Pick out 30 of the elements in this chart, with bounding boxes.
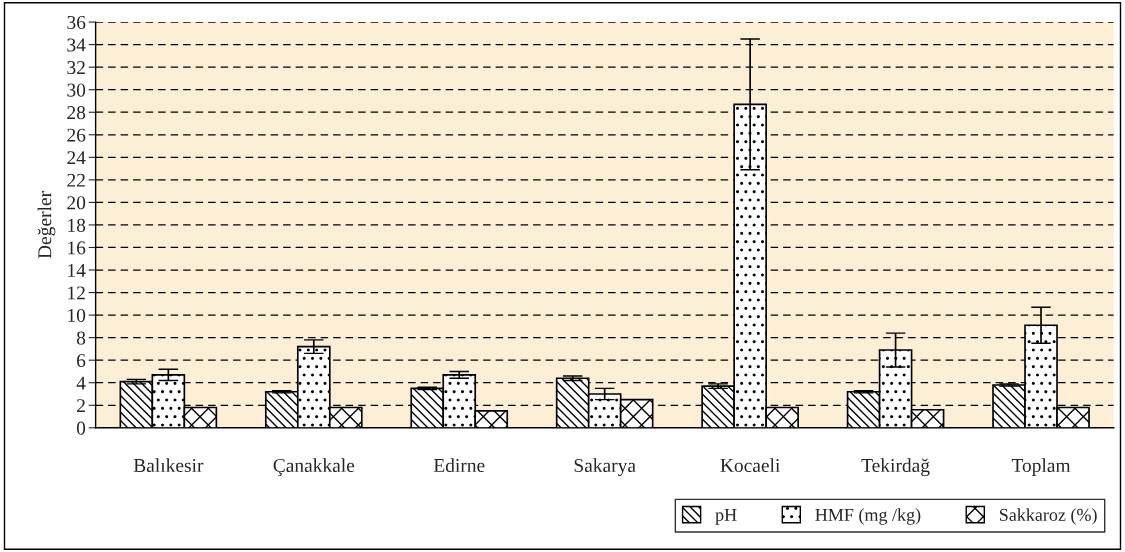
y-tick-label: 16 bbox=[68, 241, 86, 255]
y-tick-label: 4 bbox=[76, 376, 86, 390]
legend-label: Sakkaroz (%) bbox=[999, 508, 1097, 525]
y-tick-label: 14 bbox=[68, 263, 86, 277]
y-tick-label: 22 bbox=[67, 173, 85, 187]
y-tick-label: 2 bbox=[77, 399, 85, 413]
y-tick-label: 24 bbox=[67, 151, 86, 165]
x-tick-label: Balıkesir bbox=[133, 458, 204, 473]
y-tick-label: 34 bbox=[67, 38, 86, 52]
x-tick-label: Sakarya bbox=[574, 458, 636, 477]
y-tick-label: 32 bbox=[67, 61, 85, 75]
y-tick-label: 30 bbox=[67, 83, 86, 97]
x-tick-label: Kocaeli bbox=[720, 458, 780, 473]
y-tick-label: 12 bbox=[68, 286, 85, 300]
y-tick-label: 8 bbox=[76, 331, 86, 345]
legend-label: pH bbox=[715, 508, 737, 525]
y-tick-label: 36 bbox=[67, 15, 86, 30]
y-tick-label: 28 bbox=[67, 106, 86, 120]
y-axis-title: Değerler bbox=[37, 191, 56, 259]
y-tick-label: 20 bbox=[67, 196, 86, 210]
x-tick-label: Tekirdağ bbox=[861, 458, 930, 477]
x-tick-label: Toplam bbox=[1011, 458, 1071, 476]
y-tick-label: 6 bbox=[77, 354, 86, 368]
x-tick-label: Edirne bbox=[433, 458, 485, 473]
y-tick-label: 26 bbox=[67, 128, 86, 142]
x-tick-label: Çanakkale bbox=[273, 458, 355, 476]
y-tick-label: 18 bbox=[68, 218, 86, 232]
y-tick-label: 0 bbox=[76, 421, 86, 435]
legend-label: HMF (mg /kg) bbox=[815, 508, 921, 525]
y-tick-label: 10 bbox=[68, 308, 86, 323]
